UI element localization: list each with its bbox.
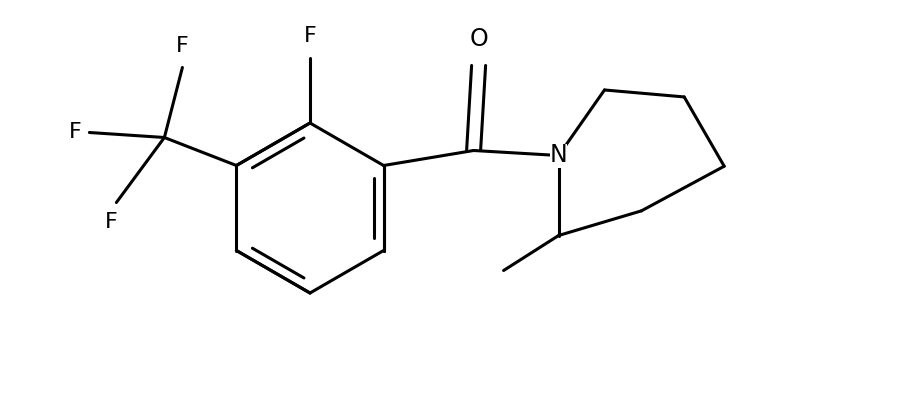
- Text: N: N: [550, 143, 568, 168]
- Text: F: F: [176, 36, 189, 55]
- Text: F: F: [304, 26, 316, 46]
- Text: F: F: [68, 123, 82, 142]
- Text: F: F: [105, 213, 118, 233]
- Text: O: O: [470, 28, 488, 52]
